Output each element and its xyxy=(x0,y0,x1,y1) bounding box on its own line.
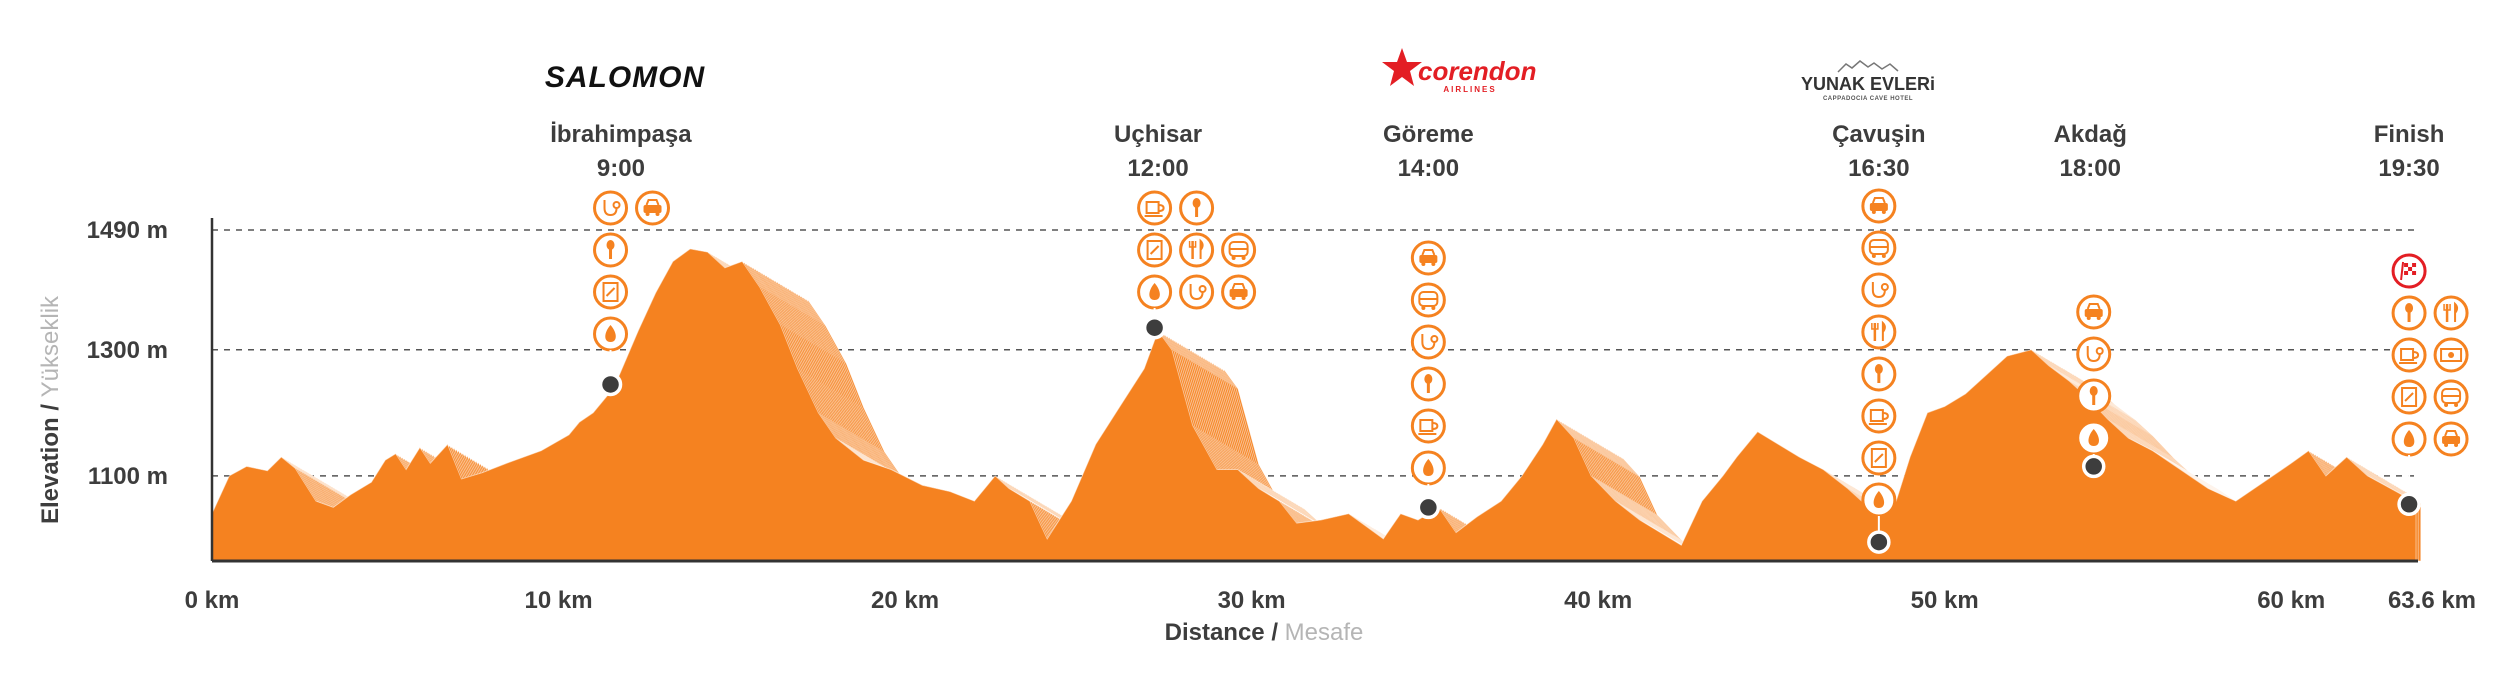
svg-text:CAPPADOCIA CAVE HOTEL: CAPPADOCIA CAVE HOTEL xyxy=(1823,96,1913,102)
coffee-icon xyxy=(1861,398,1897,434)
x-tick-label: 60 km xyxy=(2257,587,2325,614)
y-tick-label: 1490 m xyxy=(87,217,168,244)
svg-text:corendon: corendon xyxy=(1418,56,1536,86)
car-icon xyxy=(2433,421,2469,457)
coffee-icon xyxy=(2391,337,2427,373)
x-tick-label: 0 km xyxy=(185,587,240,614)
food-icon xyxy=(1861,440,1897,476)
salomon-logo: SALOMON xyxy=(545,61,706,94)
water-drop-icon xyxy=(1410,450,1446,486)
bus-icon xyxy=(1410,282,1446,318)
checkpoint-time: 18:00 xyxy=(2060,155,2121,182)
pin-icon xyxy=(1861,356,1897,392)
y-axis-title: Elevation / Yükseklik xyxy=(37,295,64,524)
checkpoint-name: Akdağ xyxy=(2054,121,2127,148)
car-icon xyxy=(1861,188,1897,224)
pin-icon xyxy=(1410,366,1446,402)
checkpoint-5: Finish 19:30 xyxy=(2374,121,2469,517)
corendon-star-icon xyxy=(1382,48,1422,86)
car-icon xyxy=(635,190,671,226)
x-tick-label: 30 km xyxy=(1218,587,1286,614)
pin-icon xyxy=(1179,190,1215,226)
car-icon xyxy=(1410,240,1446,276)
cash-icon xyxy=(2433,337,2469,373)
checkpoint-1: Uçhisar 12:00 xyxy=(1114,121,1257,340)
svg-text:AIRLINES: AIRLINES xyxy=(1443,85,1496,94)
checkpoint-marker xyxy=(2081,454,2106,479)
skyline-icon xyxy=(1837,60,1899,73)
y-tick-label: 1100 m xyxy=(88,463,168,490)
checkpoint-name: Finish xyxy=(2374,121,2445,148)
pin-icon xyxy=(2076,378,2112,414)
water-drop-icon xyxy=(2076,420,2112,456)
water-drop-icon xyxy=(1137,274,1173,310)
x-tick-label: 40 km xyxy=(1564,587,1632,614)
checkpoint-time: 14:00 xyxy=(1398,155,1459,182)
cutlery-icon xyxy=(2433,295,2469,331)
water-drop-icon xyxy=(2391,421,2427,457)
checkpoint-time: 12:00 xyxy=(1127,155,1188,182)
coffee-icon xyxy=(1137,190,1173,226)
checkpoint-4: Akdağ 18:00 xyxy=(2054,121,2127,479)
x-tick-label: 63.6 km xyxy=(2388,587,2476,614)
axes xyxy=(210,218,2418,563)
cutlery-icon xyxy=(1179,232,1215,268)
pin-icon xyxy=(593,232,629,268)
checkpoint-name: İbrahimpaşa xyxy=(550,121,692,148)
checkpoint-marker xyxy=(1867,530,1891,554)
checkpoints: İbrahimpaşa 9:00 Uçhisar 12:00 Göreme 14:00 Ça… xyxy=(550,121,2469,554)
checkpoint-3: Çavuşin 16:30 xyxy=(1832,121,1926,554)
food-icon xyxy=(593,274,629,310)
cutlery-icon xyxy=(1861,314,1897,350)
bus-icon xyxy=(1861,230,1897,266)
finish-flag-icon xyxy=(2391,253,2427,289)
checkpoint-marker xyxy=(1416,495,1441,520)
x-tick-label: 10 km xyxy=(525,587,593,614)
checkpoint-name: Göreme xyxy=(1383,121,1474,148)
svg-text:SALOMON: SALOMON xyxy=(545,61,706,94)
car-icon xyxy=(1221,274,1257,310)
checkpoint-time: 19:30 xyxy=(2378,155,2439,182)
food-icon xyxy=(1137,232,1173,268)
stethoscope-icon xyxy=(1861,272,1897,308)
elevation-profile-area xyxy=(212,248,2421,561)
coffee-icon xyxy=(1410,408,1446,444)
checkpoint-0: İbrahimpaşa 9:00 xyxy=(550,121,692,397)
stethoscope-icon xyxy=(2076,336,2112,372)
checkpoint-name: Çavuşin xyxy=(1832,121,1925,148)
stethoscope-icon xyxy=(1410,324,1446,360)
pin-icon xyxy=(2391,295,2427,331)
checkpoint-time: 16:30 xyxy=(1848,155,1909,182)
food-icon xyxy=(2391,379,2427,415)
car-icon xyxy=(2076,294,2112,330)
y-tick-label: 1300 m xyxy=(87,337,168,364)
checkpoint-marker xyxy=(1142,315,1167,340)
x-axis-title: Distance / Mesafe xyxy=(1165,619,1364,646)
bus-icon xyxy=(1221,232,1257,268)
yunak-evleri-logo: YUNAK EVLERi CAPPADOCIA CAVE HOTEL xyxy=(1801,60,1935,102)
stethoscope-icon xyxy=(593,190,629,226)
stethoscope-icon xyxy=(1179,274,1215,310)
x-tick-label: 50 km xyxy=(1911,587,1979,614)
checkpoint-2: Göreme 14:00 xyxy=(1383,121,1474,520)
bus-icon xyxy=(2433,379,2469,415)
water-drop-icon xyxy=(1861,482,1897,518)
checkpoint-marker xyxy=(2397,492,2421,517)
checkpoint-name: Uçhisar xyxy=(1114,121,1202,148)
checkpoint-time: 9:00 xyxy=(597,155,645,182)
profile-layer xyxy=(212,248,2417,561)
checkpoint-marker xyxy=(598,372,623,397)
svg-text:YUNAK EVLERi: YUNAK EVLERi xyxy=(1801,74,1935,94)
axis-labels: 0 km 10 km 20 km 30 km 40 km 50 km 60 km 63.6 k… xyxy=(37,217,2476,646)
water-drop-icon xyxy=(593,316,629,352)
x-tick-label: 20 km xyxy=(871,587,939,614)
